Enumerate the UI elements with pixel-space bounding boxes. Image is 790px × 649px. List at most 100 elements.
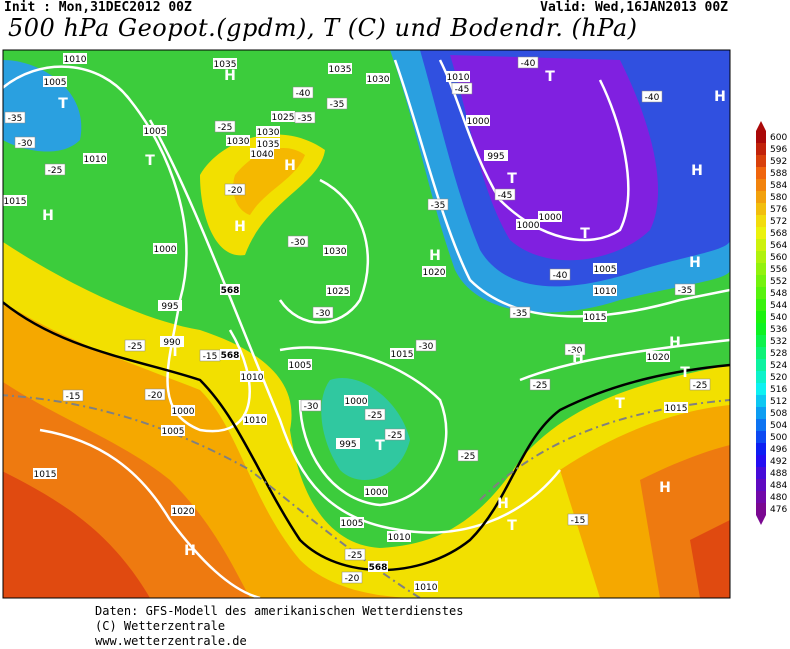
isobar-label-bg bbox=[344, 395, 368, 406]
temperature-label: -25 bbox=[218, 123, 233, 133]
colorbar-cell bbox=[756, 371, 766, 383]
contour-label-bg bbox=[220, 349, 240, 360]
temperature-label-bg bbox=[567, 513, 589, 526]
temperature-label-bg bbox=[292, 86, 314, 99]
pressure-center: H bbox=[497, 496, 509, 512]
isobar-label-bg bbox=[646, 351, 670, 362]
isobar-label: 1005 bbox=[144, 127, 167, 137]
colorbar-cell bbox=[756, 347, 766, 359]
pressure-center: T bbox=[58, 96, 68, 112]
colorbar-cell bbox=[756, 131, 766, 143]
isobar-label-bg bbox=[323, 245, 347, 256]
pressure-center: T bbox=[507, 518, 517, 534]
temperature-label-bg bbox=[517, 56, 539, 69]
isobar-label-bg bbox=[171, 405, 195, 416]
temperature-label-bg bbox=[144, 388, 166, 401]
isobar-label-bg bbox=[213, 58, 237, 69]
isobar-label-bg bbox=[446, 71, 470, 82]
isobar-label-bg bbox=[387, 531, 411, 542]
pressure-center: H bbox=[284, 158, 296, 174]
colorbar-cell bbox=[756, 143, 766, 155]
isobar-label-bg bbox=[171, 505, 195, 516]
isobar-label-bg bbox=[538, 211, 562, 222]
pressure-center: H bbox=[42, 208, 54, 224]
footer: Daten: GFS-Modell des amerikanischen Wet… bbox=[95, 604, 463, 649]
colorbar-cell bbox=[756, 263, 766, 275]
isobar-label: 1010 bbox=[241, 373, 264, 383]
colorbar-cell bbox=[756, 395, 766, 407]
colorbar-label: 544 bbox=[770, 301, 787, 311]
isobar-label-bg bbox=[250, 148, 274, 159]
pressure-center: H bbox=[714, 89, 726, 105]
temperature-label-bg bbox=[300, 399, 322, 412]
footer-line: Daten: GFS-Modell des amerikanischen Wet… bbox=[95, 604, 464, 618]
isobar-label-bg bbox=[63, 53, 87, 64]
temperature-label: -25 bbox=[461, 452, 476, 462]
colorbar-cell bbox=[756, 491, 766, 503]
cold-area bbox=[3, 60, 82, 152]
colorbar-label: 500 bbox=[770, 433, 787, 443]
pressure-center: T bbox=[615, 396, 625, 412]
temperature-label: -35 bbox=[330, 100, 345, 110]
cool-area bbox=[321, 378, 410, 480]
isobar-label: 1020 bbox=[647, 353, 670, 363]
colorbar-cell bbox=[756, 311, 766, 323]
temperature-label-bg bbox=[344, 548, 366, 561]
isobar-label-bg bbox=[484, 150, 508, 161]
pressure-center: H bbox=[659, 480, 671, 496]
pressure-center: H bbox=[572, 350, 584, 366]
isobar-label-bg bbox=[664, 402, 688, 413]
isobar-label-bg bbox=[340, 517, 364, 528]
temperature-label-bg bbox=[415, 339, 437, 352]
colorbar-label: 568 bbox=[770, 229, 787, 239]
temperature-label: -30 bbox=[419, 342, 434, 352]
isobar-label: 1035 bbox=[214, 60, 237, 70]
isobar-label: 1015 bbox=[4, 197, 27, 207]
isobar-label: 1015 bbox=[665, 404, 688, 414]
isobar-label: 1040 bbox=[251, 150, 274, 160]
pressure-center: T bbox=[145, 153, 155, 169]
temperature-label-bg bbox=[564, 343, 586, 356]
map-title: 500 hPa Geopot.(gpdm), T (C) und Bodendr… bbox=[8, 14, 638, 42]
colorbar-label: 596 bbox=[770, 145, 787, 155]
isobar-label-bg bbox=[271, 111, 295, 122]
isobar-label: 995 bbox=[487, 152, 504, 162]
isobar-label: 1030 bbox=[227, 137, 250, 147]
colorbar-label: 492 bbox=[770, 457, 787, 467]
colorbar-cell bbox=[756, 215, 766, 227]
footer-line: (C) Wetterzentrale bbox=[95, 619, 226, 633]
colorbar-label: 584 bbox=[770, 181, 787, 191]
pressure-center: T bbox=[580, 226, 590, 242]
isobar-label: 1030 bbox=[367, 75, 390, 85]
temperature-label-bg bbox=[312, 306, 334, 319]
temperature-label-bg bbox=[214, 120, 236, 133]
colorbar-label: 488 bbox=[770, 469, 787, 479]
colorbar-label: 556 bbox=[770, 265, 787, 275]
temperature-label: -15 bbox=[66, 392, 81, 402]
pressure-center: H bbox=[689, 255, 701, 271]
colorbar-cap bbox=[756, 515, 766, 525]
colorbar-cell bbox=[756, 467, 766, 479]
colorbar-label: 484 bbox=[770, 481, 787, 491]
isobar-label: 1010 bbox=[415, 583, 438, 593]
isobar-label-bg bbox=[583, 311, 607, 322]
isobar-label: 1025 bbox=[272, 113, 295, 123]
cold-area bbox=[450, 55, 659, 261]
temperature-label: -25 bbox=[368, 411, 383, 421]
colorbar-cell bbox=[756, 359, 766, 371]
map-labels: 1010100510101015100510301035103010351040… bbox=[3, 53, 726, 593]
temperature-label: -30 bbox=[316, 309, 331, 319]
temperature-label-bg bbox=[427, 198, 449, 211]
isobar-label-bg bbox=[390, 348, 414, 359]
isobar-label: 1015 bbox=[584, 313, 607, 323]
colorbar-cell bbox=[756, 191, 766, 203]
isobars bbox=[3, 59, 730, 598]
contour-label-bg bbox=[368, 561, 388, 572]
temperature-label-bg bbox=[4, 111, 26, 124]
temperature-label: -20 bbox=[148, 391, 163, 401]
footer-line: www.wetterzentrale.de bbox=[95, 634, 247, 648]
isobar-label-bg bbox=[33, 468, 57, 479]
temperature-label-bg bbox=[529, 378, 551, 391]
isobar-label: 1035 bbox=[257, 140, 280, 150]
temperature-label-bg bbox=[457, 449, 479, 462]
